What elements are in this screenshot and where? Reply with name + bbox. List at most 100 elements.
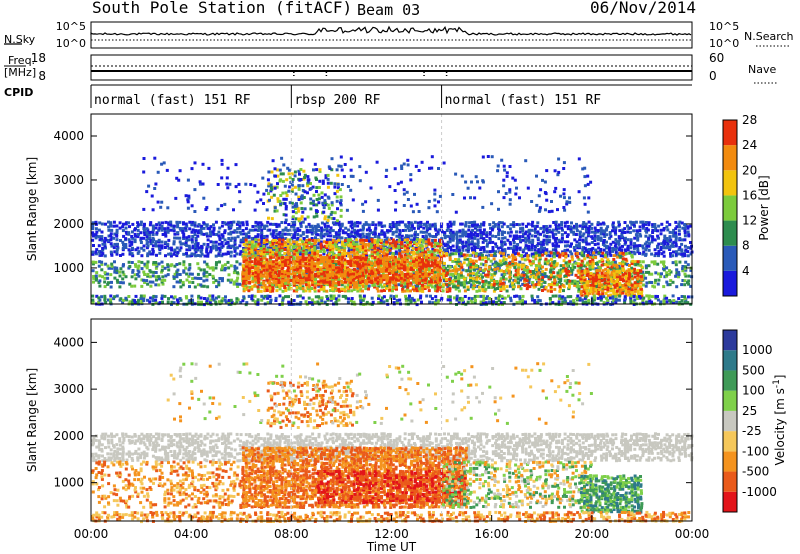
power-cell: [359, 233, 362, 237]
power-cell: [466, 285, 470, 289]
power-cell: [500, 244, 504, 248]
power-cell: [275, 275, 278, 278]
power-cell: [188, 285, 191, 289]
power-cell: [209, 240, 213, 244]
power-cell: [686, 263, 690, 267]
power-cell: [608, 246, 612, 250]
power-cell: [307, 275, 311, 278]
power-cell: [176, 225, 180, 229]
power-cell: [298, 256, 302, 260]
power-cell: [308, 238, 311, 242]
power-cell: [110, 228, 114, 232]
power-cell: [301, 264, 305, 268]
power-cell: [468, 269, 472, 273]
power-cell: [274, 268, 278, 272]
power-cell: [536, 221, 540, 225]
power-cell: [107, 220, 110, 224]
power-cell: [365, 228, 369, 232]
power-cell: [526, 234, 530, 238]
power-cell: [149, 221, 153, 225]
power-cell: [515, 236, 519, 240]
power-cell: [160, 268, 164, 272]
power-cell: [342, 287, 346, 291]
power-cell: [358, 221, 362, 225]
power-cell: [410, 248, 414, 252]
power-cell: [169, 220, 173, 224]
power-cell: [254, 250, 258, 254]
power-cell: [295, 287, 299, 291]
power-cell: [563, 279, 567, 283]
power-cell: [229, 220, 233, 224]
power-cell: [160, 225, 164, 228]
power-cell: [578, 238, 582, 242]
power-cell: [305, 229, 309, 232]
power-cell: [483, 238, 486, 242]
power-cell: [347, 262, 351, 265]
power-cell: [283, 286, 287, 289]
power-cell: [328, 266, 332, 270]
power-cell: [478, 256, 482, 260]
power-cell: [423, 278, 427, 282]
power-cell: [175, 270, 179, 274]
power-cell: [190, 230, 194, 234]
power-cell: [500, 230, 504, 234]
power-cell: [421, 246, 425, 250]
power-cell: [608, 252, 612, 256]
power-cell: [629, 240, 633, 244]
power-cell: [425, 236, 429, 240]
power-cell: [298, 250, 302, 254]
noise-panel: 10^510^010^510^0: [4, 20, 790, 50]
power-cell: [293, 268, 297, 272]
power-cell: [641, 252, 645, 256]
power-cell: [575, 253, 578, 257]
power-cell: [260, 285, 264, 289]
power-cell: [623, 248, 627, 252]
power-cell: [401, 257, 405, 261]
power-cell: [485, 233, 489, 237]
power-cell: [465, 253, 469, 257]
power-cell: [671, 261, 675, 265]
power-cell: [328, 230, 332, 234]
power-cell: [575, 229, 579, 233]
power-cell: [636, 238, 640, 242]
power-cell: [269, 244, 273, 248]
power-cell: [136, 225, 140, 228]
power-cell: [161, 221, 164, 225]
power-cell: [611, 260, 615, 264]
power-cell: [302, 242, 305, 246]
power-cell: [603, 235, 607, 238]
power-cell: [638, 251, 641, 255]
power-cell: [461, 231, 465, 234]
power-cell: [429, 242, 433, 246]
power-cell: [560, 226, 564, 230]
power-cell: [409, 289, 412, 293]
power-cell: [425, 230, 428, 234]
power-cell: [353, 221, 357, 225]
power-cell: [247, 270, 251, 274]
power-cell: [331, 284, 335, 287]
power-cell: [109, 250, 113, 254]
power-cell: [346, 285, 350, 289]
power-cell: [232, 244, 236, 248]
power-cell: [218, 242, 221, 246]
power-cell: [205, 250, 209, 254]
power-cell: [347, 289, 350, 293]
power-cell: [683, 252, 686, 256]
power-cell: [412, 226, 416, 230]
power-cell: [620, 233, 624, 236]
power-cell: [262, 252, 266, 256]
power-cell: [418, 252, 422, 256]
power-cell: [426, 260, 430, 264]
power-cell: [349, 281, 353, 284]
power-cell: [424, 276, 428, 280]
power-cell: [257, 262, 261, 265]
power-cell: [596, 242, 600, 246]
power-cell: [115, 278, 119, 282]
power-cell: [434, 289, 438, 293]
power-cell: [482, 237, 486, 241]
power-cell: [124, 243, 128, 246]
power-cell: [660, 222, 664, 226]
power-cell: [455, 262, 459, 266]
power-cell: [242, 268, 246, 272]
power-cell: [295, 289, 299, 293]
